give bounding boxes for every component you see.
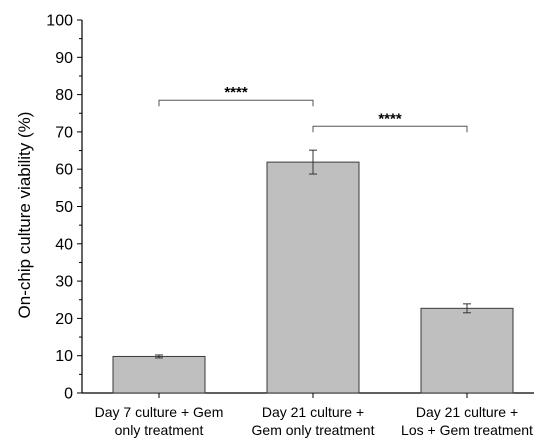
y-tick-label-90: 90 xyxy=(55,50,73,67)
y-tick-label-40: 40 xyxy=(55,236,73,253)
y-tick-label-20: 20 xyxy=(55,311,73,328)
y-tick-label-0: 0 xyxy=(64,386,73,403)
y-axis-label: On-chip culture viability (%) xyxy=(15,112,34,319)
y-tick-label-80: 80 xyxy=(55,87,73,104)
bar-3 xyxy=(420,307,514,394)
x-category-label-2-line-1: Day 21 culture + xyxy=(262,404,364,420)
x-category-label-2-line-2: Gem only treatment xyxy=(252,422,375,438)
x-category-label-3-line-1: Day 21 culture + xyxy=(416,404,518,420)
significance-label-1: **** xyxy=(224,84,248,101)
y-tick-label-70: 70 xyxy=(55,124,73,141)
x-category-label-1-line-1: Day 7 culture + Gem xyxy=(95,404,224,420)
x-category-label-3-line-2: Los + Gem treatment xyxy=(401,422,533,438)
plot-area: 0 10 20 30 40 50 60 70 80 90 100 Day 7 culture + Ge… xyxy=(46,13,534,438)
significance-bracket-2 xyxy=(312,125,468,133)
y-tick-label-30: 30 xyxy=(55,274,73,291)
y-tick-label-50: 50 xyxy=(55,199,73,216)
y-tick-label-100: 100 xyxy=(46,13,73,30)
y-tick-label-10: 10 xyxy=(55,348,73,365)
x-category-label-1-line-2: only treatment xyxy=(115,422,204,438)
significance-bracket-1 xyxy=(158,99,314,107)
bar-2 xyxy=(266,161,360,394)
y-tick-label-60: 60 xyxy=(55,162,73,179)
bar-1 xyxy=(112,355,206,394)
significance-label-2: **** xyxy=(378,110,402,127)
